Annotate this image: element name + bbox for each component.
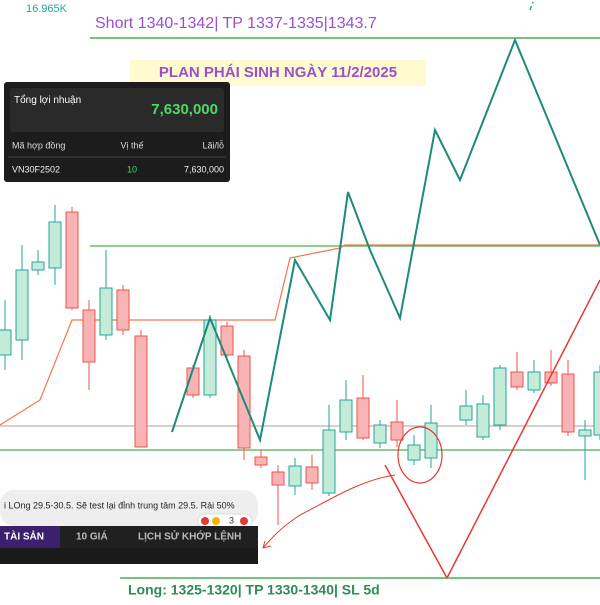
contract-code: VN30F2502	[12, 164, 60, 174]
title-banner	[130, 60, 426, 86]
candle-body	[593, 371, 600, 436]
candle-body	[116, 289, 130, 331]
candle-body	[493, 367, 507, 426]
tab[interactable]: TÀI SẢN	[4, 530, 44, 543]
candle-body	[510, 371, 524, 388]
position: 10	[127, 164, 137, 174]
dash	[529, 1, 534, 11]
plan-title: PLAN PHÁI SINH NGÀY 11/2/2025	[159, 64, 397, 81]
candle-body	[305, 466, 319, 484]
tab[interactable]: LỊCH SỬ KHỚP LỆNH	[138, 530, 241, 543]
column-header: Mã hợp đồng	[12, 140, 65, 150]
profit-total: 7,630,000	[151, 101, 218, 118]
reaction-icon	[201, 517, 209, 525]
candle-body	[459, 405, 473, 421]
candle-body	[82, 309, 96, 363]
candle-body	[31, 261, 45, 271]
tab-bar	[0, 526, 258, 548]
candle-body	[134, 335, 148, 448]
ticker-value: 16.965K	[26, 3, 68, 15]
candle-body	[561, 373, 575, 433]
reaction-icon	[240, 517, 248, 525]
reaction-icon	[212, 517, 220, 525]
profit-label-box: Tổng lợi nhuận	[14, 95, 82, 106]
comment-text: i LOng 29.5-30.5. Sẽ test lại đỉnh trung…	[4, 500, 235, 510]
column-header: Vị thế	[120, 140, 143, 150]
reaction-count: 3	[229, 515, 234, 525]
candle-body	[15, 269, 29, 341]
candle-body	[424, 422, 438, 459]
profit-box	[10, 88, 224, 132]
short-plan: Short 1340-1342| TP 1337-1335|1343.7	[95, 15, 377, 32]
profit-label: Tổng lợi nhuận	[14, 95, 82, 106]
candle-body	[220, 325, 234, 356]
arrow-head	[262, 540, 272, 549]
candle-body	[578, 429, 592, 437]
candle-body	[99, 287, 113, 336]
candle-body	[65, 211, 79, 309]
tab-active[interactable]	[0, 526, 60, 548]
candle-body	[48, 221, 62, 269]
long-plan: Long: 1325-1320| TP 1330-1340| SL 5d	[128, 582, 380, 598]
candles	[0, 205, 600, 525]
panel-bottom	[0, 548, 258, 564]
candle-body	[0, 329, 12, 356]
short-scenario	[171, 37, 600, 444]
candle-body	[271, 471, 285, 486]
candle-body	[407, 444, 421, 461]
candle-body	[527, 371, 541, 391]
candle-body	[390, 421, 404, 441]
trailing-line	[0, 244, 600, 426]
highlight-circle	[397, 426, 443, 484]
candle-body	[288, 465, 302, 487]
tab[interactable]: 10 GIÁ	[76, 530, 108, 543]
column-header: Lãi/lỗ	[202, 140, 224, 150]
candle-body	[339, 399, 353, 433]
candle-body	[322, 429, 336, 494]
candle-body	[373, 424, 387, 444]
comment-bubble	[0, 490, 258, 526]
candle-body	[476, 403, 490, 438]
candle-body	[356, 397, 370, 439]
pnl: 7,630,000	[184, 164, 224, 174]
arrow	[262, 474, 396, 549]
candle-body	[254, 456, 268, 466]
candle-body	[544, 371, 558, 384]
